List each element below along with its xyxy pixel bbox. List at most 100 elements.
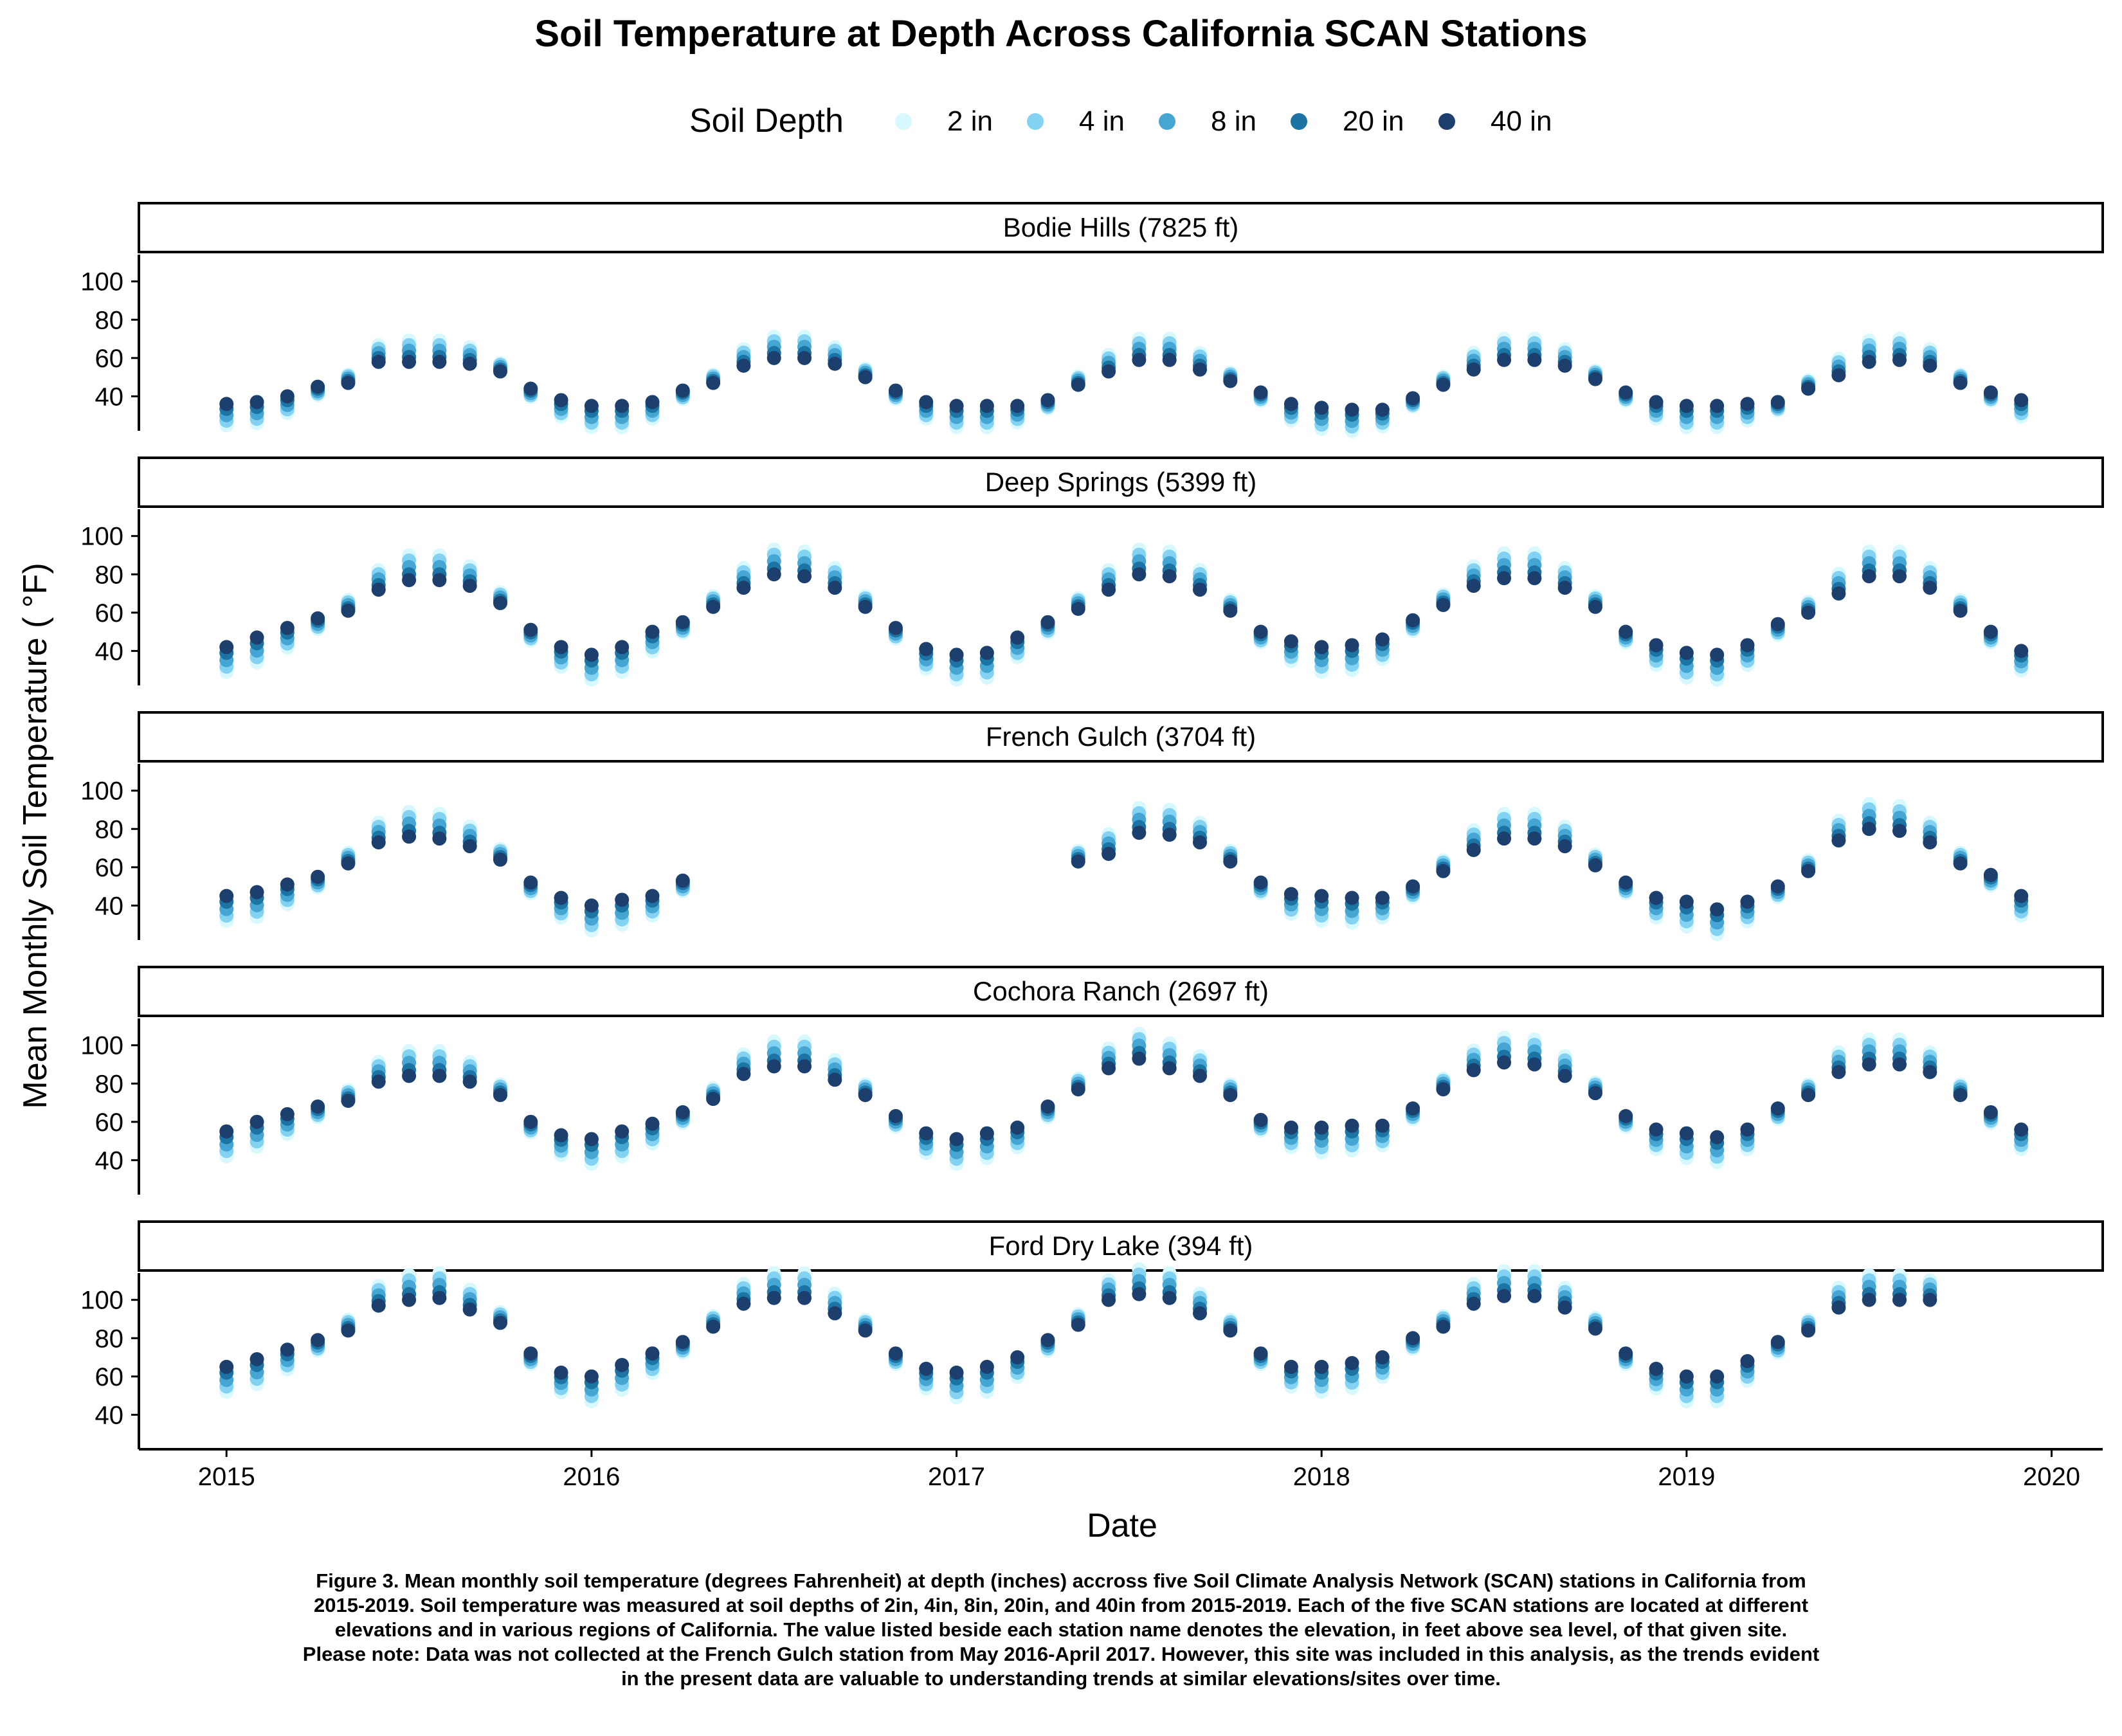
- data-point: [1953, 375, 1968, 390]
- data-point: [919, 642, 934, 656]
- data-point: [1710, 1130, 1725, 1144]
- data-point: [341, 1094, 356, 1108]
- data-point: [402, 1069, 417, 1083]
- data-point: [706, 375, 721, 390]
- data-point: [1406, 879, 1420, 894]
- figure-caption: Figure 3. Mean monthly soil temperature …: [96, 1569, 2026, 1691]
- y-tick-label: 40: [95, 1146, 124, 1175]
- data-point: [1557, 1069, 1572, 1083]
- data-point: [979, 1359, 994, 1374]
- data-point: [1192, 362, 1207, 377]
- data-point: [828, 356, 842, 371]
- data-point: [493, 852, 507, 867]
- y-tick-label: 100: [80, 777, 123, 806]
- y-tick-label: 40: [95, 1401, 124, 1429]
- data-point: [2014, 393, 2029, 408]
- data-point: [615, 640, 630, 655]
- data-point: [1923, 1065, 1937, 1080]
- data-point: [1740, 397, 1755, 411]
- data-point: [919, 395, 934, 410]
- data-point: [1892, 352, 1907, 367]
- data-point: [1710, 399, 1725, 413]
- caption-line: Please note: Data was not collected at t…: [302, 1643, 1820, 1665]
- data-point: [1010, 1120, 1025, 1135]
- data-point: [1923, 581, 1937, 595]
- data-point: [1406, 613, 1420, 628]
- data-point: [1862, 569, 1876, 584]
- data-point: [1314, 1120, 1329, 1135]
- data-point: [584, 647, 599, 662]
- y-tick-label: 40: [95, 383, 124, 411]
- data-point: [1831, 368, 1846, 383]
- data-point: [1406, 1331, 1420, 1346]
- caption-line: Figure 3. Mean monthly soil temperature …: [316, 1569, 1806, 1592]
- data-point: [615, 892, 630, 907]
- data-point: [675, 615, 690, 629]
- data-point: [1253, 875, 1268, 890]
- data-point: [1557, 839, 1572, 854]
- y-axis-label: Mean Monthly Soil Temperature ( °F): [17, 563, 54, 1108]
- data-point: [766, 350, 781, 365]
- data-point: [888, 1346, 903, 1361]
- data-point: [1497, 352, 1512, 367]
- data-point: [432, 1069, 447, 1083]
- data-point: [1831, 586, 1846, 601]
- data-point: [1071, 1082, 1085, 1097]
- data-point: [402, 354, 417, 369]
- data-point: [219, 640, 234, 655]
- facet-label: Bodie Hills (7825 ft): [1003, 212, 1239, 242]
- data-point: [615, 1124, 630, 1139]
- data-point: [1801, 1088, 1816, 1103]
- data-point: [1223, 1323, 1238, 1338]
- data-point: [462, 356, 477, 371]
- y-tick-label: 100: [80, 523, 123, 551]
- data-point: [1619, 624, 1633, 639]
- data-point: [2014, 644, 2029, 658]
- data-point: [280, 877, 295, 892]
- data-point: [523, 1114, 538, 1129]
- data-point: [219, 889, 234, 903]
- data-point: [1192, 583, 1207, 597]
- data-point: [341, 375, 356, 390]
- data-point: [766, 1290, 781, 1305]
- data-point: [280, 620, 295, 635]
- data-point: [645, 395, 660, 410]
- data-point: [493, 364, 507, 379]
- data-point: [1527, 1057, 1542, 1072]
- data-point: [1527, 831, 1542, 846]
- x-tick-label: 2019: [1658, 1463, 1715, 1491]
- facet-strip: [138, 966, 2104, 1017]
- data-point: [1466, 579, 1481, 593]
- data-point: [949, 1132, 964, 1146]
- data-point: [341, 1323, 356, 1338]
- data-point: [1314, 640, 1329, 655]
- data-point: [1345, 402, 1359, 417]
- data-point: [615, 399, 630, 413]
- caption-line: 2015-2019. Soil temperature was measured…: [313, 1594, 1809, 1616]
- data-point: [1223, 854, 1238, 869]
- facet-strip: [138, 457, 2104, 508]
- data-point: [462, 1302, 477, 1317]
- x-tick-label: 2015: [198, 1463, 255, 1491]
- data-point: [1283, 887, 1298, 901]
- data-point: [1557, 358, 1572, 373]
- facet-panel: Bodie Hills (7825 ft) 40 60 80 100: [80, 202, 2104, 439]
- facet-panel: Ford Dry Lake (394 ft) 40 60 80 100: [80, 1220, 2104, 1449]
- data-point: [280, 389, 295, 404]
- data-point: [432, 831, 447, 846]
- data-point: [1162, 1290, 1177, 1305]
- data-point: [1102, 1292, 1116, 1307]
- data-point: [1040, 615, 1055, 629]
- data-point: [249, 630, 264, 645]
- data-point: [2014, 889, 2029, 903]
- data-point: [1162, 569, 1177, 584]
- data-point: [311, 379, 325, 394]
- data-point: [1010, 1350, 1025, 1365]
- caption-line: elevations and in various regions of Cal…: [334, 1618, 1788, 1641]
- data-point: [706, 1092, 721, 1107]
- data-point: [1040, 1333, 1055, 1348]
- data-point: [1770, 617, 1785, 631]
- data-point: [554, 393, 568, 408]
- y-tick-label: 100: [80, 268, 123, 296]
- facet-strip: [138, 711, 2104, 763]
